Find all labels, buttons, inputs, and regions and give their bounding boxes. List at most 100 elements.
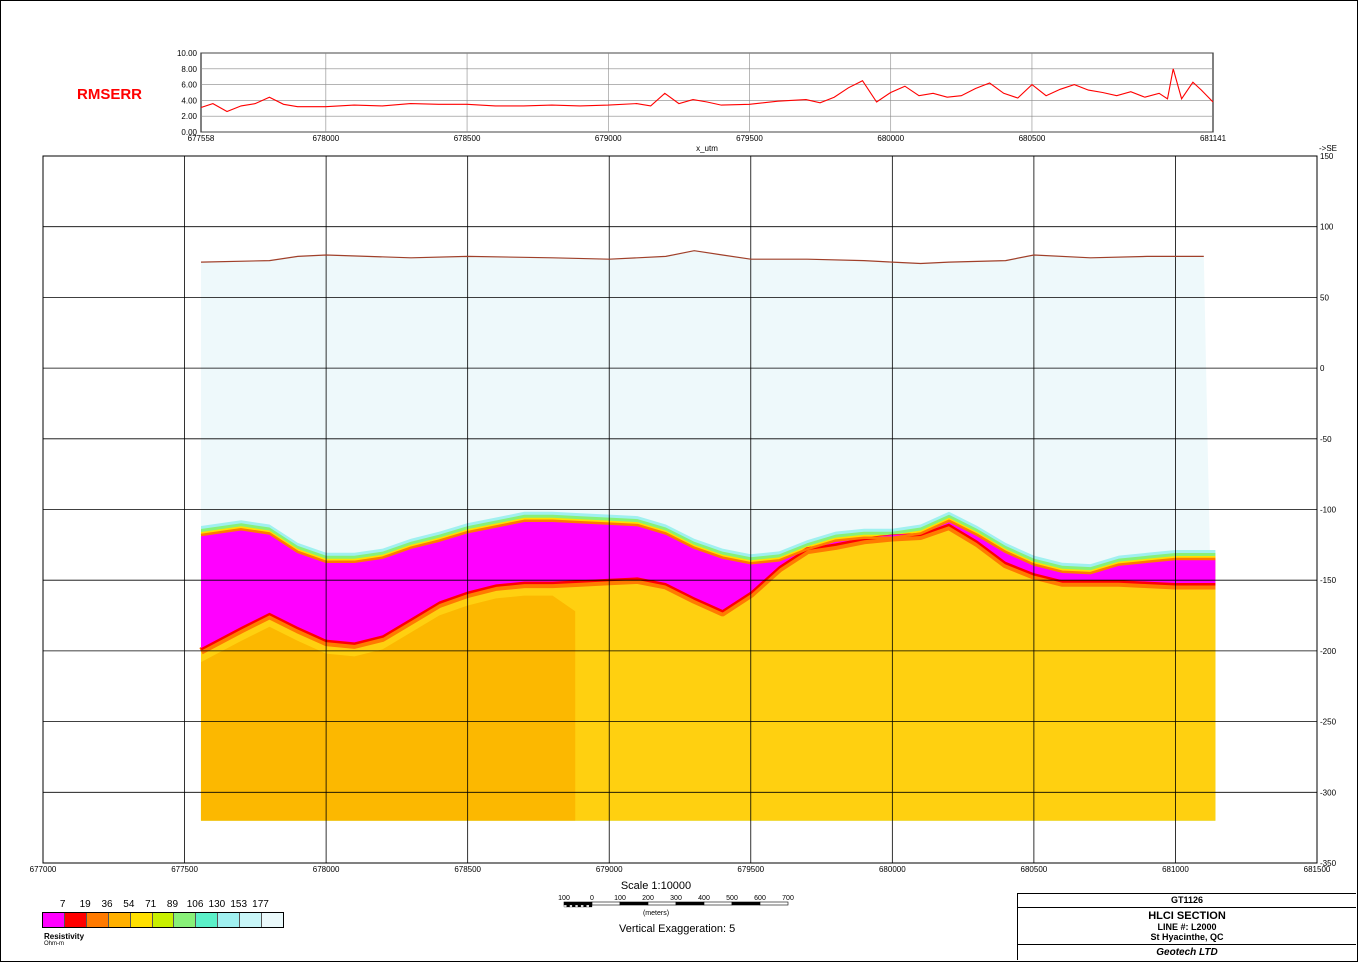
section-x-tick-label: 678000 bbox=[313, 865, 340, 874]
legend-value: 54 bbox=[123, 899, 135, 910]
section-conductor-base-rim bbox=[199, 523, 1216, 655]
scale-bar-subsegment bbox=[563, 904, 567, 908]
section-x-tick-label: 680000 bbox=[879, 865, 906, 874]
legend-title: Resistivity bbox=[44, 932, 85, 941]
scale-bar-label: 100 bbox=[558, 895, 570, 902]
rmserr-y-tick-label: 6.00 bbox=[181, 81, 197, 90]
section-x-tick-label: 677500 bbox=[171, 865, 198, 874]
legend-swatch bbox=[64, 913, 87, 927]
section-x-tick-label: 678500 bbox=[454, 865, 481, 874]
scale-bar-label: 600 bbox=[754, 895, 766, 902]
section-y-tick-label: 100 bbox=[1320, 223, 1334, 232]
scale-bar-segment bbox=[563, 901, 593, 906]
legend-value: 89 bbox=[166, 899, 179, 910]
scale-bar-subsegment bbox=[577, 904, 581, 908]
section-conductor-base-rim-inner bbox=[200, 523, 1216, 651]
section-basement-dark-zone bbox=[200, 595, 576, 821]
legend-value: 19 bbox=[79, 899, 91, 910]
section-y-tick-label: -200 bbox=[1320, 647, 1337, 656]
rmserr-y-ticks: 10.00 8.00 6.00 4.00 2.00 0.00 bbox=[177, 49, 198, 137]
scale-bar-subsegment bbox=[589, 904, 593, 908]
section-y-tick-label: 150 bbox=[1320, 152, 1334, 161]
scale-bar-subsegment bbox=[572, 904, 576, 908]
rmserr-x-tick-label: 679500 bbox=[736, 134, 763, 143]
rmserr-x-ticks: 677558 678000 678500 679000 679500 680000 6805… bbox=[188, 134, 1227, 143]
section-y-tick-label: -50 bbox=[1320, 435, 1332, 444]
section-x-tick-label: 677000 bbox=[30, 865, 57, 874]
section-conductor bbox=[201, 520, 1216, 649]
legend-swatch bbox=[196, 913, 219, 927]
location: St Hyacinthe, QC bbox=[1150, 932, 1224, 942]
legend-unit: Ohm-m bbox=[44, 941, 64, 947]
section-x-tick-label: 679500 bbox=[737, 865, 764, 874]
rmserr-x-tick-label: 678500 bbox=[454, 134, 481, 143]
legend-value: 177 bbox=[252, 899, 269, 910]
rmserr-title: RMSERR bbox=[77, 86, 143, 103]
company-name: Geotech LTD bbox=[1156, 947, 1218, 958]
legend-value: 153 bbox=[230, 899, 248, 910]
rmserr-y-tick-label: 10.00 bbox=[177, 49, 198, 58]
scale-title: Scale 1:10000 bbox=[620, 880, 692, 892]
scale-bar-segment bbox=[675, 901, 705, 906]
rmserr-gridlines bbox=[201, 52, 1213, 133]
legend-value: 7 bbox=[59, 899, 66, 910]
scale-bar-label: 200 bbox=[642, 895, 654, 902]
section-y-tick-label: 0 bbox=[1320, 364, 1325, 373]
scale-bar-subsegment bbox=[586, 904, 590, 908]
rmserr-x-tick-label: 680500 bbox=[1019, 134, 1046, 143]
scale-bar-label: 100 bbox=[614, 895, 626, 902]
section-y-tick-label: -250 bbox=[1320, 718, 1337, 727]
section-y-tick-label: 50 bbox=[1320, 293, 1329, 302]
scale-bar-subsegment bbox=[580, 904, 584, 908]
title-block: GT1126 HLCI SECTION LINE #: L2000 St Hya… bbox=[1017, 893, 1356, 960]
section-y-tick-label: -100 bbox=[1320, 506, 1337, 515]
rmserr-y-tick-label: 4.00 bbox=[181, 96, 197, 105]
scale-bar-label: 300 bbox=[670, 895, 682, 902]
scale-bar-label: 0 bbox=[590, 895, 594, 902]
line-number: LINE #: L2000 bbox=[1157, 922, 1217, 932]
section-x-tick-label: 681500 bbox=[1304, 865, 1331, 874]
hlci-section-chart: 677000 677500 678000 678500 679000 679500 6800… bbox=[30, 144, 1337, 874]
legend-value: 36 bbox=[101, 899, 113, 910]
vertical-exaggeration: Vertical Exaggeration: 5 bbox=[619, 923, 736, 935]
scale-bar-segment bbox=[647, 901, 677, 906]
scale-bar-label: 500 bbox=[726, 895, 738, 902]
project-number: GT1126 bbox=[1018, 894, 1356, 908]
scale-bar-label: 700 bbox=[782, 895, 794, 902]
scale-bar-segment bbox=[759, 901, 789, 906]
rmserr-y-tick-label: 8.00 bbox=[181, 65, 197, 74]
legend-color-bar bbox=[42, 912, 284, 928]
legend-value: 71 bbox=[145, 899, 157, 910]
rmserr-x-tick-label: 679000 bbox=[595, 134, 622, 143]
scale-bar-label: 400 bbox=[698, 895, 710, 902]
legend-swatch bbox=[108, 913, 131, 927]
section-resistivity-body bbox=[199, 250, 1216, 821]
scale-bar-segment bbox=[591, 901, 621, 906]
rmserr-y-tick-label: 2.00 bbox=[181, 112, 197, 121]
legend-value: 106 bbox=[186, 899, 204, 910]
legend-swatch bbox=[43, 913, 65, 927]
scale-bar-segment bbox=[731, 901, 761, 906]
section-title: HLCI SECTION bbox=[1148, 910, 1226, 922]
section-y-tick-label: -150 bbox=[1320, 576, 1337, 585]
legend-swatch bbox=[174, 913, 197, 927]
legend-swatch bbox=[262, 913, 283, 927]
legend-swatch bbox=[86, 913, 109, 927]
section-gridlines bbox=[43, 156, 1317, 863]
section-topography-line bbox=[200, 250, 1204, 265]
scale-bar: 100 0 100 200 300 400 500 600 700 bbox=[558, 895, 794, 908]
rmserr-x-tick-label: 680000 bbox=[877, 134, 904, 143]
scale-bar-subsegment bbox=[566, 904, 570, 908]
section-y-tick-label: -300 bbox=[1320, 788, 1337, 797]
rmserr-x-tick-label: 677558 bbox=[188, 134, 215, 143]
section-direction-label: ->SE bbox=[1319, 144, 1337, 153]
scale-bar-subsegment bbox=[575, 904, 579, 908]
section-conductor-top-rim bbox=[200, 519, 1216, 575]
scale-bar-subsegment bbox=[583, 904, 587, 908]
legend-value: 130 bbox=[208, 899, 226, 910]
section-x-tick-label: 680500 bbox=[1021, 865, 1048, 874]
rmserr-series-line bbox=[200, 68, 1214, 113]
legend-swatch bbox=[152, 913, 175, 927]
rmserr-x-tick-label: 681141 bbox=[1200, 134, 1227, 143]
section-x-tick-label: 679000 bbox=[596, 865, 623, 874]
